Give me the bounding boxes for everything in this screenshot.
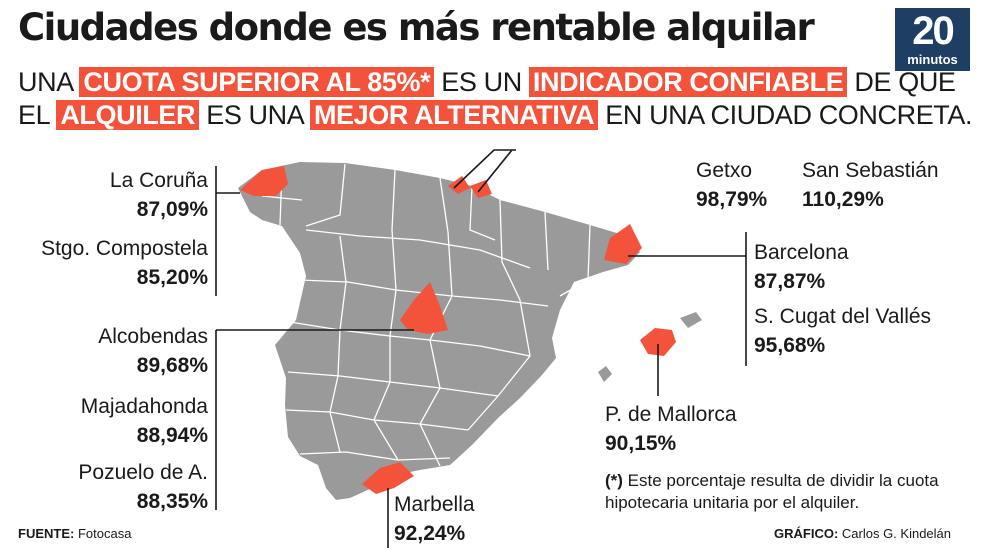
ibiza-island — [598, 366, 612, 382]
madrid-highlight — [400, 282, 448, 334]
subtitle-line-2: EL ALQUILER ES UNA MEJOR ALTERNATIVA EN … — [18, 99, 973, 132]
subtitle-text: EN UNA CIUDAD CONCRETA. — [598, 100, 973, 130]
city-percentage: 110,29% — [802, 188, 884, 211]
city-percentage: 95,68% — [754, 334, 826, 357]
subtitle-highlight: INDICADOR CONFIABLE — [528, 67, 848, 97]
page-title: Ciudades donde es más rentable alquilar — [18, 6, 815, 49]
footnote-text: Este porcentaje resulta de dividir la cu… — [605, 471, 939, 512]
graphic-value: Carlos G. Kindelán — [838, 526, 952, 541]
city-percentage: 89,68% — [136, 354, 208, 377]
logo-number: 20 — [912, 9, 955, 53]
city-name: Pozuelo de A. — [78, 461, 208, 484]
city-name: Stgo. Compostela — [41, 237, 208, 260]
city-name: P. de Mallorca — [605, 403, 737, 426]
city-label-la-coruna: La Coruña 87,09% — [110, 166, 208, 224]
city-name: San Sebastián — [802, 159, 939, 182]
subtitle-text: ES UNA — [199, 100, 310, 130]
footnote-mark: (*) — [605, 471, 623, 490]
city-label-marbella: Marbella 92,24% — [394, 490, 475, 548]
subtitle-text: EL — [18, 100, 57, 130]
city-percentage: 90,15% — [605, 432, 677, 455]
city-label-pozuelo: Pozuelo de A. 88,35% — [78, 458, 208, 516]
graphic-label: GRÁFICO: — [774, 526, 839, 541]
city-label-santiago: Stgo. Compostela 85,20% — [41, 234, 208, 292]
city-name: Getxo — [696, 159, 753, 182]
city-percentage: 85,20% — [136, 266, 208, 289]
subtitle-line-1: UNA CUOTA SUPERIOR AL 85%* ES UN INDICAD… — [18, 66, 972, 99]
city-label-majadahonda: Majadahonda 88,94% — [81, 392, 208, 450]
city-name: La Coruña — [109, 169, 208, 192]
graphic-credit: GRÁFICO: Carlos G. Kindelán — [774, 526, 951, 541]
malaga-highlight — [362, 462, 414, 494]
source-credit: FUENTE: Fotocasa — [18, 526, 131, 541]
city-label-san-sebastian: San Sebastián 110,29% — [802, 156, 939, 214]
subtitle-text: ES UN — [434, 67, 529, 97]
city-label-palma: P. de Mallorca 90,15% — [605, 400, 737, 458]
logo-word: minutos — [907, 52, 958, 67]
subtitle-text: UNA — [18, 67, 80, 97]
city-percentage: 92,24% — [394, 522, 466, 545]
city-name: Majadahonda — [80, 395, 208, 418]
mallorca-highlight — [640, 328, 676, 356]
menorca-island — [680, 312, 702, 328]
city-percentage: 87,09% — [136, 198, 208, 221]
city-percentage: 87,87% — [754, 270, 826, 293]
city-label-getxo: Getxo 98,79% — [696, 156, 767, 214]
coruna-highlight — [240, 166, 288, 196]
city-name: S. Cugat del Vallés — [754, 305, 932, 328]
subtitle: UNA CUOTA SUPERIOR AL 85%* ES UN INDICAD… — [18, 66, 973, 132]
city-label-alcobendas: Alcobendas 89,68% — [98, 322, 208, 380]
city-label-barcelona: Barcelona 87,87% — [754, 238, 849, 296]
barcelona-highlight — [604, 224, 642, 264]
leader-lines — [215, 149, 747, 548]
publisher-logo: 20 minutos — [895, 8, 970, 71]
city-name: Alcobendas — [98, 325, 208, 348]
city-percentage: 98,79% — [696, 188, 768, 211]
city-name: Marbella — [394, 493, 475, 516]
city-label-sant-cugat: S. Cugat del Vallés 95,68% — [754, 302, 931, 360]
subtitle-text: DE QUE — [847, 67, 956, 97]
subtitle-highlight: MEJOR ALTERNATIVA — [309, 100, 599, 130]
source-label: FUENTE: — [18, 526, 75, 541]
source-value: Fotocasa — [74, 526, 132, 541]
subtitle-highlight: ALQUILER — [56, 100, 200, 130]
city-name: Barcelona — [754, 241, 849, 264]
province-borders — [261, 163, 591, 467]
city-percentage: 88,35% — [136, 490, 208, 513]
footnote: (*) Este porcentaje resulta de dividir l… — [605, 470, 975, 514]
city-percentage: 88,94% — [136, 424, 208, 447]
subtitle-highlight: CUOTA SUPERIOR AL 85%* — [79, 67, 435, 97]
biscay-highlight — [448, 176, 470, 194]
